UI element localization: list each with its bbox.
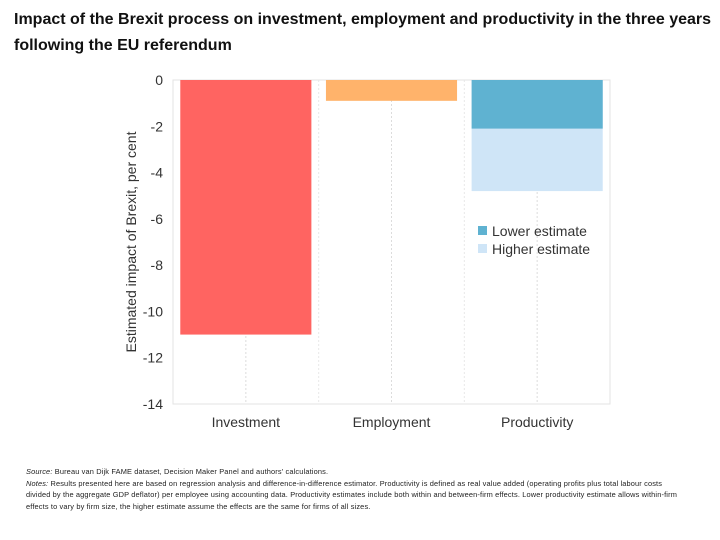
source-text: Bureau van Dijk FAME dataset, Decision M… bbox=[52, 467, 329, 476]
source-label: Source: bbox=[26, 467, 53, 476]
source-line: Source: Bureau van Dijk FAME dataset, De… bbox=[26, 466, 686, 478]
y-axis-label: Estimated impact of Brexit, per cent bbox=[123, 131, 139, 352]
x-tick-label: Employment bbox=[353, 414, 431, 430]
chart-title: Impact of the Brexit process on investme… bbox=[14, 11, 712, 54]
y-tick-label: -4 bbox=[151, 165, 164, 181]
notes-line: Notes: Results presented here are based … bbox=[26, 478, 686, 513]
notes-label: Notes: bbox=[26, 478, 49, 488]
y-tick-label: -10 bbox=[143, 303, 163, 319]
bar-investment bbox=[180, 80, 312, 335]
source-notes: Source: Bureau van Dijk FAME dataset, De… bbox=[26, 466, 686, 512]
bar-lower-estimate bbox=[471, 80, 603, 129]
legend-swatch bbox=[478, 244, 487, 253]
y-tick-label: -8 bbox=[151, 257, 164, 273]
y-tick-label: -14 bbox=[143, 396, 163, 412]
y-tick-label: -2 bbox=[151, 118, 164, 134]
bar-employment bbox=[325, 80, 458, 101]
notes-text: Results presented here are based on regr… bbox=[26, 478, 677, 511]
y-tick-label: -12 bbox=[143, 350, 163, 366]
legend-swatch bbox=[478, 226, 487, 235]
y-tick-label: -6 bbox=[151, 211, 164, 227]
legend-label: Lower estimate bbox=[492, 223, 587, 239]
legend-label: Higher estimate bbox=[492, 241, 590, 257]
y-tick-label: 0 bbox=[155, 72, 163, 88]
x-tick-label: Investment bbox=[212, 414, 281, 430]
x-tick-label: Productivity bbox=[501, 414, 573, 430]
